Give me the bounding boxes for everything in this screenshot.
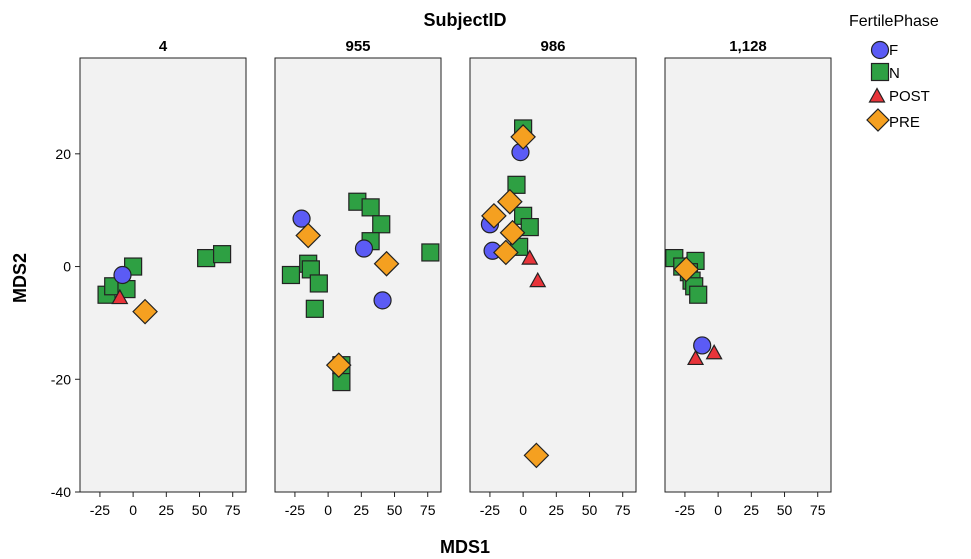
panel-points bbox=[281, 192, 440, 392]
data-point-n bbox=[281, 265, 301, 285]
x-tick-label: -25 bbox=[285, 502, 305, 518]
data-point-pre bbox=[673, 256, 700, 283]
data-point-post bbox=[687, 349, 705, 366]
legend-label: N bbox=[889, 65, 900, 82]
legend-marker bbox=[868, 87, 886, 103]
x-tick-label: 50 bbox=[387, 502, 403, 518]
x-tick-label: 75 bbox=[225, 502, 241, 518]
x-tick-label: -25 bbox=[675, 502, 695, 518]
panel-background bbox=[79, 57, 247, 493]
data-point-n bbox=[520, 217, 539, 237]
data-point-pre bbox=[493, 239, 519, 266]
x-tick-label: 25 bbox=[159, 502, 175, 518]
x-axis-title: MDS1 bbox=[440, 537, 490, 557]
data-point-pre bbox=[295, 222, 322, 249]
data-point-n bbox=[689, 285, 708, 304]
y-tick-label: -20 bbox=[51, 371, 71, 387]
data-point-n bbox=[361, 198, 380, 217]
data-point-post bbox=[529, 271, 547, 288]
x-tick-label: 75 bbox=[420, 502, 436, 518]
x-tick-label: 0 bbox=[714, 502, 722, 518]
panel-title: 1,128 bbox=[729, 38, 767, 55]
panel-points bbox=[665, 248, 723, 366]
panel-title: 955 bbox=[345, 38, 370, 55]
legend-marker bbox=[870, 62, 890, 82]
data-point-pre bbox=[325, 352, 352, 379]
legend-title: FertilePhase bbox=[849, 13, 939, 30]
y-tick-label: 20 bbox=[55, 146, 71, 162]
data-point-n bbox=[212, 245, 232, 264]
data-point-n bbox=[309, 274, 328, 293]
legend-marker bbox=[866, 108, 890, 132]
y-tick-label: -40 bbox=[51, 484, 71, 500]
data-point-f bbox=[113, 265, 132, 285]
x-tick-label: 75 bbox=[615, 502, 631, 518]
x-tick-label: 0 bbox=[519, 502, 527, 518]
data-point-n bbox=[372, 215, 391, 234]
x-tick-label: 25 bbox=[744, 502, 760, 518]
data-point-f bbox=[354, 239, 374, 258]
x-tick-label: 25 bbox=[354, 502, 370, 518]
legend-label: POST bbox=[889, 88, 930, 105]
legend-item-n: N bbox=[870, 62, 900, 82]
panel-points bbox=[480, 119, 550, 469]
legend-item-post: POST bbox=[868, 87, 930, 105]
panel-title: 4 bbox=[159, 38, 168, 55]
data-point-post bbox=[705, 344, 723, 360]
panel-2: 955 -25 0 25 50 75 bbox=[274, 38, 442, 518]
x-tick-label: 0 bbox=[129, 502, 137, 518]
data-point-n bbox=[197, 248, 216, 268]
legend-label: PRE bbox=[889, 114, 920, 131]
data-point-n bbox=[332, 372, 351, 392]
y-axis-title: MDS2 bbox=[10, 253, 30, 303]
x-tick-label: 75 bbox=[810, 502, 826, 518]
data-point-pre bbox=[499, 219, 526, 246]
x-tick-label: -25 bbox=[480, 502, 500, 518]
x-tick-label: 50 bbox=[777, 502, 793, 518]
panel-title: 986 bbox=[540, 38, 565, 55]
data-point-pre bbox=[523, 442, 550, 469]
x-tick-label: 25 bbox=[549, 502, 565, 518]
legend-item-pre: PRE bbox=[866, 108, 920, 132]
x-tick-label: -25 bbox=[90, 502, 110, 518]
data-point-pre bbox=[481, 202, 507, 229]
panel-points bbox=[97, 245, 232, 325]
y-axis: 20 0 -20 -40 bbox=[51, 146, 80, 500]
facet-variable-title: SubjectID bbox=[423, 10, 506, 30]
data-point-pre bbox=[132, 298, 158, 325]
x-tick-label: 50 bbox=[192, 502, 208, 518]
data-point-pre bbox=[510, 124, 536, 150]
data-point-n bbox=[421, 243, 440, 262]
panel-background bbox=[469, 57, 637, 493]
legend-label: F bbox=[889, 42, 898, 59]
data-point-f bbox=[373, 291, 392, 310]
data-point-n bbox=[305, 299, 324, 318]
data-point-n bbox=[507, 175, 526, 194]
data-point-post bbox=[111, 288, 129, 305]
legend: FertilePhase FN POST PRE bbox=[849, 13, 939, 132]
panel-4: 1,128 -25 0 25 50 75 bbox=[664, 38, 832, 518]
data-point-pre bbox=[496, 188, 523, 215]
data-point-f bbox=[292, 209, 311, 228]
data-point-f bbox=[693, 336, 712, 355]
panel-3: 986 -25 0 25 50 75 bbox=[469, 38, 637, 518]
y-tick-label: 0 bbox=[63, 259, 71, 275]
x-tick-label: 50 bbox=[582, 502, 598, 518]
data-point-post bbox=[521, 249, 539, 265]
legend-item-f: F bbox=[870, 40, 898, 60]
legend-marker bbox=[870, 40, 890, 60]
x-tick-label: 0 bbox=[324, 502, 332, 518]
panel-1: 4 -25 0 25 50 75 bbox=[79, 38, 247, 518]
data-point-pre bbox=[373, 250, 400, 277]
